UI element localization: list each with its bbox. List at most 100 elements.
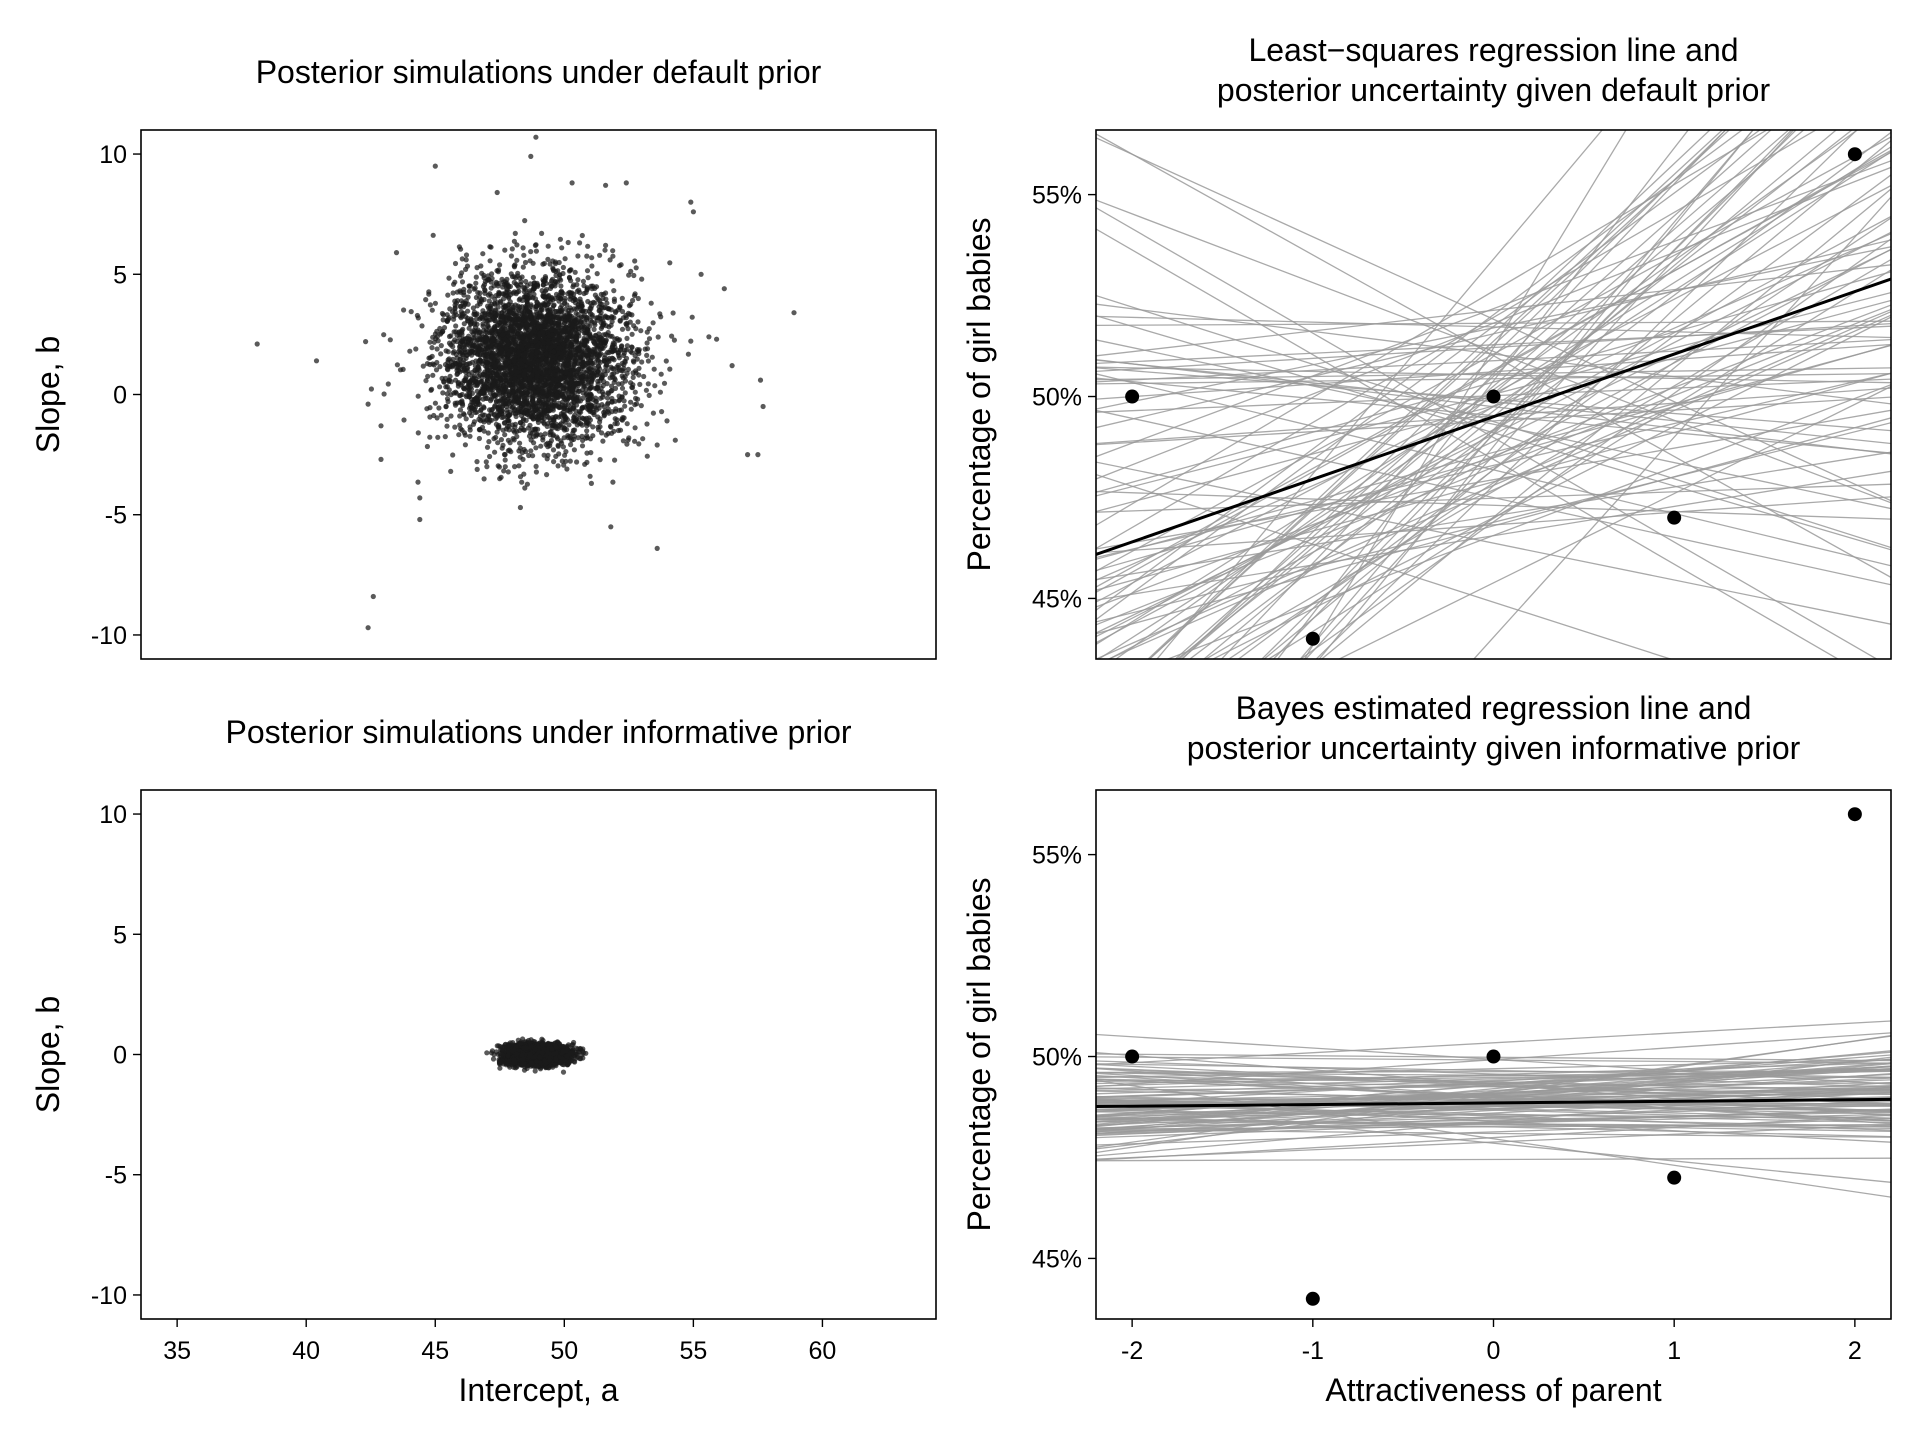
simulation-point — [526, 385, 532, 391]
simulation-point — [622, 390, 628, 396]
simulation-point — [452, 279, 458, 285]
simulation-point — [547, 285, 554, 291]
simulation-point — [550, 332, 556, 338]
simulation-point — [515, 331, 521, 337]
simulation-point — [619, 326, 626, 332]
simulation-point — [611, 288, 617, 294]
simulation-point — [499, 408, 505, 414]
simulation-point — [604, 332, 611, 338]
simulation-point — [481, 382, 487, 388]
simulation-point — [387, 337, 393, 343]
simulation-point — [582, 383, 588, 389]
simulation-point — [484, 464, 490, 470]
simulation-point — [597, 395, 604, 401]
simulation-point — [624, 335, 630, 341]
simulation-point — [400, 366, 406, 372]
simulation-point — [523, 448, 529, 455]
simulation-point — [466, 393, 473, 400]
simulation-point — [604, 381, 610, 387]
simulation-point — [560, 270, 566, 277]
simulation-point — [557, 236, 564, 242]
simulation-point — [477, 347, 483, 353]
simulation-point — [557, 345, 563, 351]
simulation-point — [597, 352, 603, 358]
simulation-point — [500, 325, 506, 331]
simulation-point — [514, 433, 520, 440]
simulation-point — [424, 443, 430, 450]
simulation-point — [649, 354, 655, 360]
simulation-point — [610, 356, 616, 362]
simulation-point — [584, 253, 590, 259]
simulation-point — [567, 339, 574, 345]
simulation-point — [443, 384, 449, 390]
simulation-point — [534, 344, 540, 350]
simulation-point — [566, 268, 573, 274]
simulation-point — [427, 434, 433, 440]
simulation-point — [424, 361, 430, 367]
simulation-point — [535, 358, 541, 364]
simulation-point — [463, 257, 469, 263]
simulation-point — [507, 283, 513, 290]
simulation-point — [553, 377, 559, 383]
simulation-point — [415, 315, 421, 321]
simulation-point — [583, 337, 589, 344]
simulation-point — [520, 335, 527, 341]
simulation-point — [511, 238, 517, 244]
simulation-point — [631, 272, 637, 279]
simulation-point — [542, 324, 548, 330]
simulation-point — [566, 422, 572, 428]
simulation-point — [493, 371, 500, 378]
simulation-point — [572, 269, 578, 275]
simulation-point — [577, 320, 584, 326]
simulation-point — [432, 400, 438, 406]
simulation-point — [555, 268, 561, 274]
simulation-point — [610, 253, 616, 259]
simulation-point — [439, 310, 445, 317]
simulation-point — [545, 256, 551, 262]
simulation-point — [632, 258, 638, 264]
simulation-point — [427, 405, 433, 411]
simulation-point — [606, 306, 612, 312]
simulation-point — [488, 369, 495, 375]
simulation-point — [486, 325, 492, 331]
simulation-point — [547, 319, 553, 325]
simulation-point — [667, 260, 673, 266]
simulation-point — [506, 289, 512, 295]
simulation-point — [452, 337, 458, 343]
simulation-point — [566, 362, 572, 368]
simulation-point — [519, 297, 526, 303]
simulation-point — [465, 365, 471, 371]
simulation-point — [570, 386, 576, 392]
simulation-point — [603, 290, 609, 296]
simulation-point — [488, 417, 494, 423]
simulation-point — [467, 384, 473, 390]
posterior-draw-line — [1096, 264, 1891, 357]
simulation-point — [579, 232, 585, 239]
simulation-point — [378, 456, 384, 462]
simulation-point — [512, 340, 518, 346]
posterior-draw-line — [1096, 396, 1891, 446]
simulation-point — [482, 288, 488, 294]
simulation-point — [519, 479, 525, 485]
simulation-point — [571, 447, 578, 453]
simulation-point — [571, 415, 577, 421]
simulation-point — [590, 349, 596, 355]
simulation-point — [518, 279, 524, 285]
simulation-point — [562, 324, 568, 331]
posterior-draw-line — [1096, 339, 1891, 510]
simulation-point — [506, 333, 512, 339]
simulation-point — [468, 341, 475, 348]
posterior-draw-line — [1220, 130, 1727, 659]
simulation-point — [534, 300, 540, 306]
simulation-point — [497, 262, 503, 268]
simulation-point — [502, 420, 508, 426]
simulation-point — [639, 359, 645, 365]
simulation-point — [587, 417, 594, 423]
posterior-draw-line — [1320, 188, 1891, 659]
simulation-point — [436, 405, 442, 411]
simulation-point — [615, 362, 621, 368]
simulation-point — [457, 360, 463, 366]
simulation-point — [663, 358, 669, 364]
simulation-point — [522, 285, 528, 291]
simulation-point — [616, 352, 622, 359]
